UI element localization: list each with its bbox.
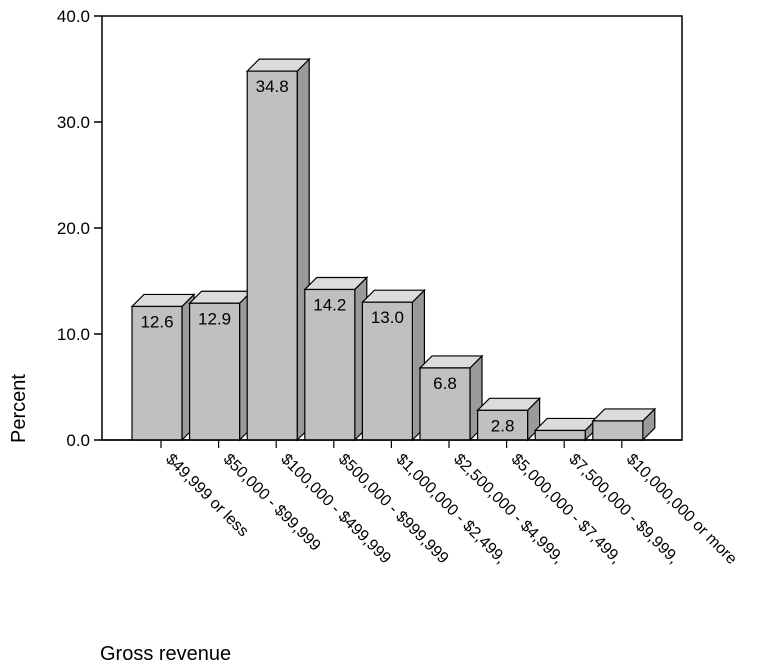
bar-value-label: 34.8 <box>256 77 289 96</box>
bar <box>477 409 529 441</box>
x-axis-title: Gross revenue <box>100 643 231 665</box>
bar <box>131 305 183 441</box>
bar <box>534 429 586 441</box>
y-tick-label: 0.0 <box>66 431 90 450</box>
x-tick-label: $5,000,000 - $7,499, <box>508 451 624 567</box>
bar <box>304 288 356 441</box>
x-tick-label: $10,000,000 or more <box>623 451 740 568</box>
x-tick-label: $500,000 - $999,999 <box>335 451 452 568</box>
y-tick-label: 30.0 <box>57 113 90 132</box>
y-axis-title: Percent <box>8 374 30 443</box>
bar-value-label: 6.8 <box>433 374 457 393</box>
bar <box>419 367 471 441</box>
bar-value-label: 12.9 <box>198 309 231 328</box>
x-tick-label: $50,000 - $99,999 <box>220 451 324 555</box>
bar-value-label: 13.0 <box>371 308 404 327</box>
y-tick-label: 40.0 <box>57 7 90 26</box>
y-tick-label: 10.0 <box>57 325 90 344</box>
bar-value-label: 2.8 <box>491 416 515 435</box>
x-tick-label: $1,000,000 - $2,499, <box>393 451 509 567</box>
x-tick-label: $7,500,000 - $9,999, <box>565 451 681 567</box>
y-tick-label: 20.0 <box>57 219 90 238</box>
bar-value-label: 14.2 <box>313 295 346 314</box>
bar <box>592 420 644 441</box>
bar <box>189 302 241 441</box>
bar <box>246 70 298 441</box>
bar-value-label: 12.6 <box>140 312 173 331</box>
x-tick-label: $2,500,000 - $4,999, <box>450 451 566 567</box>
x-tick-label: $100,000 - $499,999 <box>277 451 394 568</box>
plot-layer: 0.010.020.030.040.012.6$49,999 or less12… <box>57 7 740 568</box>
